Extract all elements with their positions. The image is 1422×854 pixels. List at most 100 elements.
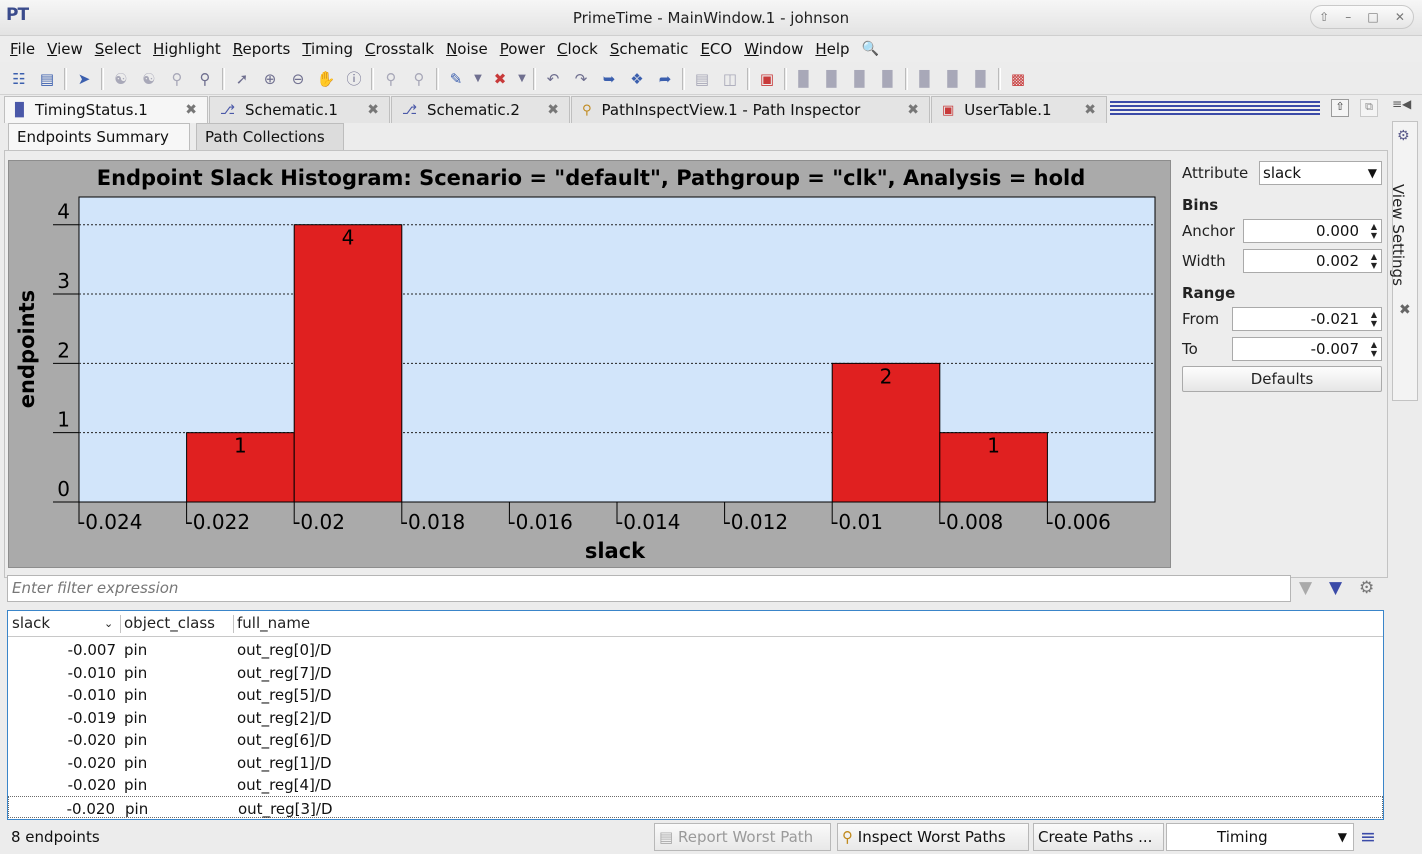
- tab-endpoints-summary[interactable]: Endpoints Summary: [8, 123, 190, 150]
- window-minimize-icon[interactable]: –: [1345, 10, 1352, 24]
- tab-path-collections[interactable]: Path Collections: [196, 123, 344, 150]
- histogram-transition-icon[interactable]: ▉: [826, 69, 838, 88]
- table-row[interactable]: -0.010 pin out_reg[7]/D: [8, 661, 1383, 684]
- bar-chart-icon[interactable]: ▩: [1010, 69, 1026, 88]
- close-icon[interactable]: ✖: [185, 102, 197, 118]
- design-browser-icon[interactable]: ▤: [39, 69, 55, 88]
- search-icon[interactable]: 🔍: [861, 41, 880, 57]
- menu-schematic[interactable]: Schematic: [609, 40, 689, 58]
- highlight-dropdown-icon[interactable]: ▼: [474, 73, 482, 84]
- close-icon[interactable]: ✖: [907, 102, 919, 118]
- user-table-icon[interactable]: ▣: [759, 69, 775, 88]
- analysis-mode-select[interactable]: Timing ▼: [1166, 823, 1354, 851]
- column-header-full-name[interactable]: full_name: [237, 614, 311, 632]
- tab-path-inspector[interactable]: ⚲ PathInspectView.1 - Path Inspector ✖: [571, 96, 930, 123]
- spin-arrows-icon[interactable]: ▲ ▼: [1370, 340, 1377, 358]
- zoom-out-icon[interactable]: ⊖: [291, 69, 305, 88]
- table-row[interactable]: -0.007 pin out_reg[0]/D: [8, 638, 1383, 661]
- zoom-in-icon[interactable]: ⊕: [263, 69, 277, 88]
- close-icon[interactable]: ✖: [1399, 302, 1411, 318]
- menu-help[interactable]: Help: [815, 40, 850, 58]
- restore-tab-icon[interactable]: ⧉: [1360, 99, 1378, 117]
- histogram-fanout-icon[interactable]: ▉: [882, 69, 894, 88]
- endpoints-table[interactable]: slack ⌄ object_class full_name -0.007 pin…: [7, 610, 1384, 820]
- tab-user-table[interactable]: ▣ UserTable.1 ✖: [931, 96, 1107, 123]
- close-icon[interactable]: ✖: [547, 102, 559, 118]
- close-icon[interactable]: ✖: [1084, 102, 1096, 118]
- close-icon[interactable]: ✖: [367, 102, 379, 118]
- table-row[interactable]: -0.020 pin out_reg[4]/D: [8, 773, 1383, 796]
- width-spinbox[interactable]: 0.002 ▲ ▼: [1243, 249, 1382, 273]
- search-cell-icon[interactable]: ⚲: [199, 69, 211, 88]
- histogram-clock-icon[interactable]: ▉: [975, 69, 987, 88]
- spin-arrows-icon[interactable]: ▲ ▼: [1370, 310, 1377, 328]
- create-paths-button[interactable]: Create Paths ...: [1033, 823, 1164, 851]
- menu-eco[interactable]: ECO: [700, 40, 733, 58]
- menu-clock[interactable]: Clock: [557, 40, 598, 58]
- tab-timing-status[interactable]: ▉ TimingStatus.1 ✖: [4, 96, 208, 123]
- hierarchy-icon[interactable]: ☷: [12, 69, 26, 88]
- path-forward-icon[interactable]: ➥: [602, 69, 616, 88]
- redo-icon[interactable]: ↷: [574, 69, 588, 88]
- select-arrow-icon[interactable]: ➚: [235, 69, 249, 88]
- spin-arrows-icon[interactable]: ▲ ▼: [1370, 222, 1377, 240]
- menu-crosstalk[interactable]: Crosstalk: [365, 40, 435, 58]
- pan-hand-icon[interactable]: ✋: [316, 69, 336, 88]
- report-icon[interactable]: ▤: [694, 69, 710, 88]
- inspect-worst-paths-button[interactable]: ⚲ Inspect Worst Paths: [837, 823, 1029, 851]
- menu-highlight[interactable]: Highlight: [153, 40, 221, 58]
- menu-power[interactable]: Power: [499, 40, 546, 58]
- search-net-icon[interactable]: ⚲: [171, 69, 183, 88]
- window-maximize-icon[interactable]: □: [1367, 10, 1379, 24]
- clear-dropdown-icon[interactable]: ▼: [518, 73, 526, 84]
- fanin-icon[interactable]: ☯: [114, 69, 128, 88]
- window-close-icon[interactable]: ✕: [1394, 10, 1405, 24]
- export-icon[interactable]: ◫: [722, 69, 738, 88]
- histogram-noise-icon[interactable]: ▉: [919, 69, 931, 88]
- path-expand-icon[interactable]: ❖: [630, 69, 644, 88]
- menu-timing[interactable]: Timing: [302, 40, 353, 58]
- fanout-icon[interactable]: ☯: [142, 69, 156, 88]
- menu-view[interactable]: View: [47, 40, 83, 58]
- tab-schematic-1[interactable]: ⎇ Schematic.1 ✖: [209, 96, 390, 123]
- detach-tab-icon[interactable]: ⇧: [1331, 99, 1349, 117]
- spin-arrows-icon[interactable]: ▲ ▼: [1370, 252, 1377, 270]
- table-row[interactable]: -0.010 pin out_reg[5]/D: [8, 683, 1383, 706]
- tab-schematic-2[interactable]: ⎇ Schematic.2 ✖: [391, 96, 570, 123]
- to-spinbox[interactable]: -0.007 ▲ ▼: [1232, 337, 1382, 361]
- find-previous-icon[interactable]: ⚲: [385, 69, 397, 88]
- filter-input[interactable]: Enter filter expression: [7, 575, 1291, 602]
- filter-funnel-icon[interactable]: ▼: [1329, 578, 1343, 598]
- column-header-object-class[interactable]: object_class: [124, 614, 215, 632]
- hamburger-menu-icon[interactable]: ≡: [1360, 826, 1376, 848]
- defaults-button[interactable]: Defaults: [1182, 366, 1382, 392]
- column-divider[interactable]: [120, 615, 121, 633]
- report-worst-path-button[interactable]: ▤ Report Worst Path: [654, 823, 831, 851]
- clear-filter-icon[interactable]: ▼: [1299, 578, 1313, 598]
- histogram-slack-icon[interactable]: ▉: [798, 69, 810, 88]
- menu-window[interactable]: Window: [744, 40, 804, 58]
- filter-settings-icon[interactable]: ⚙: [1359, 578, 1375, 598]
- histogram-chart[interactable]: Endpoint Slack Histogram: Scenario = "de…: [8, 160, 1171, 568]
- table-row[interactable]: -0.020 pin out_reg[3]/D: [8, 795, 1383, 818]
- table-row[interactable]: -0.019 pin out_reg[2]/D: [8, 706, 1383, 729]
- menu-noise[interactable]: Noise: [446, 40, 488, 58]
- info-icon[interactable]: ⓘ: [346, 70, 362, 88]
- undo-icon[interactable]: ↶: [546, 69, 560, 88]
- plug-icon[interactable]: ➤: [77, 69, 91, 88]
- attribute-select[interactable]: slack ▼: [1259, 161, 1382, 185]
- column-divider[interactable]: [233, 615, 234, 633]
- histogram-power-icon[interactable]: ▉: [947, 69, 959, 88]
- path-end-icon[interactable]: ➦: [658, 69, 672, 88]
- from-spinbox[interactable]: -0.021 ▲ ▼: [1232, 307, 1382, 331]
- clear-highlight-icon[interactable]: ✖: [493, 69, 507, 88]
- column-header-slack[interactable]: slack: [12, 614, 51, 632]
- dock-menu-icon[interactable]: ≡◀: [1392, 97, 1412, 111]
- view-settings-tab[interactable]: ⚙ View Settings ✖: [1389, 121, 1418, 401]
- histogram-capacitance-icon[interactable]: ▉: [854, 69, 866, 88]
- menu-select[interactable]: Select: [94, 40, 142, 58]
- anchor-spinbox[interactable]: 0.000 ▲ ▼: [1243, 219, 1382, 243]
- highlight-pen-icon[interactable]: ✎: [449, 69, 463, 88]
- table-row[interactable]: -0.020 pin out_reg[6]/D: [8, 728, 1383, 751]
- menu-file[interactable]: File: [10, 40, 36, 58]
